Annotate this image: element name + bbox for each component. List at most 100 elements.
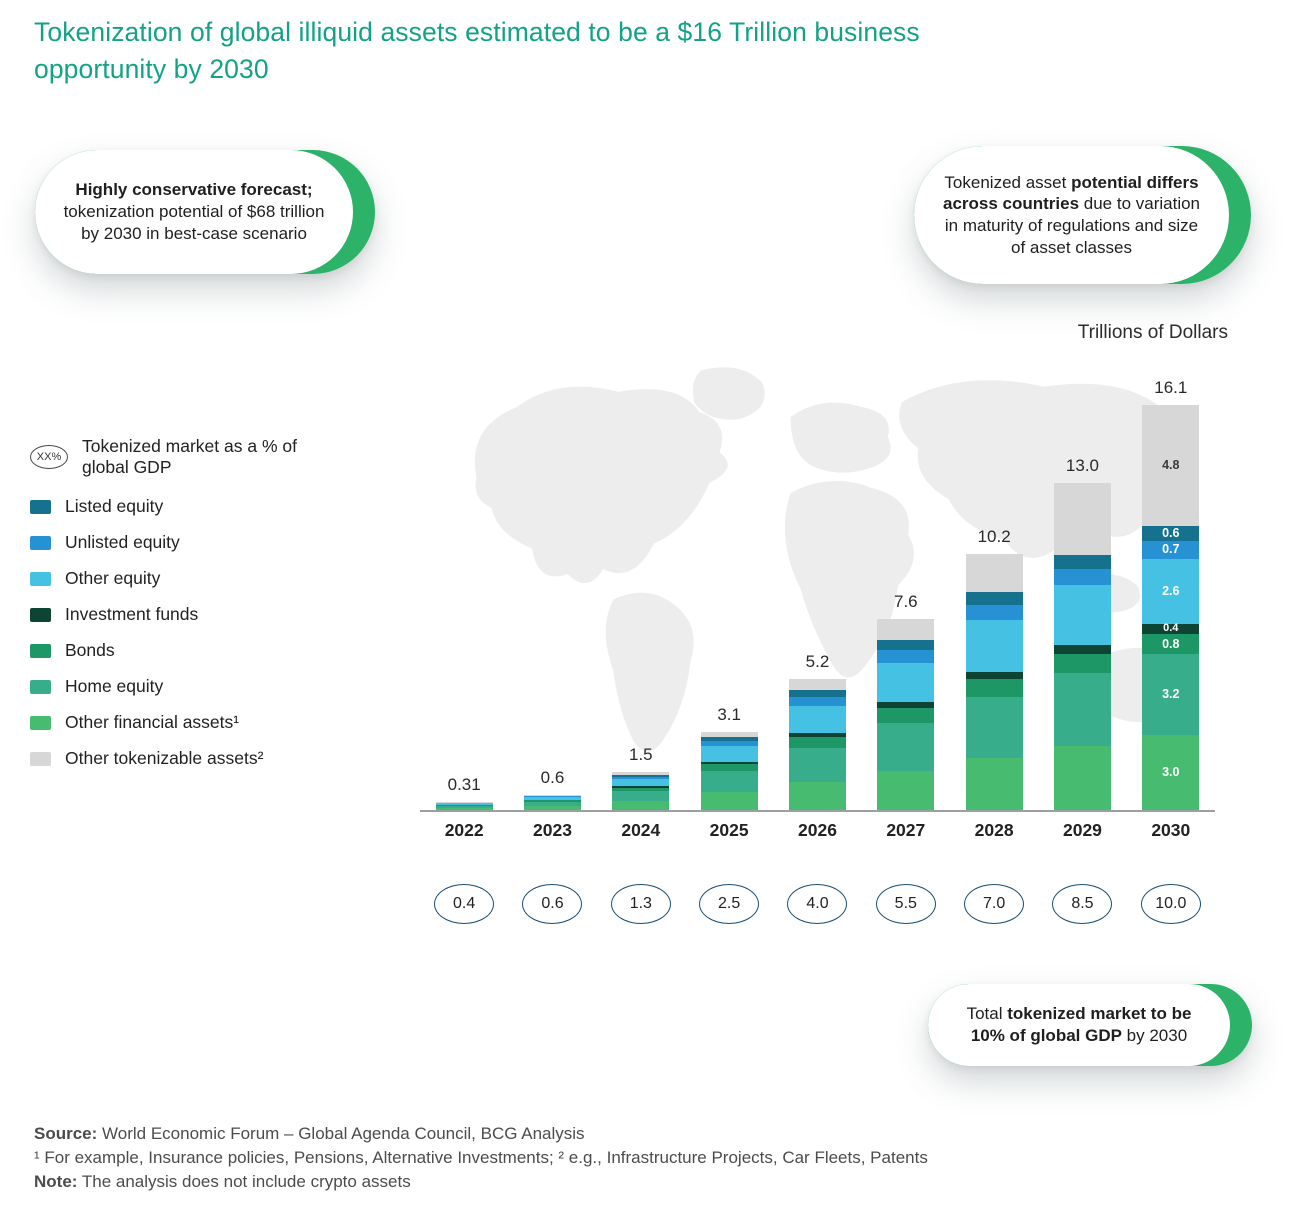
bar-segment-bonds — [523, 800, 581, 802]
legend-item-other-financial-assets: Other financial assets¹ — [30, 712, 310, 733]
bar-2025 — [700, 732, 758, 810]
legend-items: Listed equity Unlisted equity Other equity… — [30, 496, 310, 769]
bar-segment-other-tokenizable-assets — [700, 732, 758, 738]
bar-segment-other-tokenizable-assets — [788, 679, 846, 690]
legend-swatch — [30, 751, 51, 766]
bar-segment-other-equity — [788, 706, 846, 733]
bar-segment-other-equity — [700, 746, 758, 762]
bar-segment-other-equity — [435, 803, 493, 805]
bar-segment-listed-equity — [700, 737, 758, 742]
legend-swatch — [30, 499, 51, 514]
legend-swatch — [30, 607, 51, 622]
bar-segment-investment-funds — [700, 761, 758, 764]
bar-segment-listed-equity — [612, 774, 670, 777]
note-label: Note: — [34, 1172, 78, 1192]
bar-segment-home-equity — [700, 771, 758, 793]
gdp-percent-cell-2030: 10.0 — [1127, 884, 1215, 924]
callout-left-regular-text: tokenization potential of $68 trillion b… — [63, 202, 325, 243]
gdp-percent-oval-2026: 4.0 — [787, 884, 848, 924]
callout-left-bold-text: Highly conservative forecast; — [75, 180, 313, 200]
bar-segment-other-tokenizable-assets — [877, 618, 935, 641]
gdp-percent-oval-2030: 10.0 — [1140, 884, 1201, 924]
segment-value-label: 3.2 — [1162, 687, 1180, 702]
bar-segment-other-financial-assets — [965, 758, 1023, 810]
segment-value-label: 0.6 — [1162, 526, 1180, 541]
bar-2029 — [1053, 483, 1111, 810]
note-line: Note: The analysis does not include cryp… — [34, 1170, 928, 1194]
bar-segment-other-financial-assets — [700, 792, 758, 810]
callout-conservative-forecast: Highly conservative forecast; tokenizati… — [35, 150, 375, 274]
gdp-percent-cell-2024: 1.3 — [597, 884, 685, 924]
year-label-2022: 2022 — [444, 820, 484, 840]
callout-body: Tokenized asset potential differs across… — [914, 146, 1229, 284]
callout-body: Highly conservative forecast; tokenizati… — [35, 150, 353, 274]
bar-segment-other-financial-assets — [788, 782, 846, 810]
gdp-percent-cell-2025: 2.5 — [685, 884, 773, 924]
legend-swatch — [30, 535, 51, 550]
legend-label: Investment funds — [65, 604, 199, 624]
gdp-percent-oval-2023: 0.6 — [522, 884, 583, 924]
bar-column-2024: 1.5 — [597, 745, 685, 810]
segment-value-label: 0.7 — [1162, 542, 1180, 557]
bar-segment-other-financial-assets: 3.0 — [1142, 734, 1200, 810]
bar-segment-other-tokenizable-assets — [612, 772, 670, 775]
gdp-percent-row: 0.4 0.6 1.3 2.5 4.0 5.5 7.0 8.5 10.0 — [420, 884, 1215, 924]
bar-segment-listed-equity — [877, 640, 935, 651]
units-label: Trillions of Dollars — [1077, 322, 1228, 343]
bar-segment-bonds — [612, 787, 670, 791]
bar-segment-home-equity — [788, 748, 846, 783]
bar-column-2023: 0.6 — [508, 768, 596, 810]
legend-label: Other equity — [65, 568, 161, 588]
segment-value-label: 4.8 — [1162, 458, 1180, 473]
year-label-2024: 2024 — [621, 820, 661, 840]
year-label-2026: 2026 — [798, 820, 837, 840]
legend-item-other-equity: Other equity — [30, 568, 310, 589]
legend-label-gdp-percent: Tokenized market as a % of global GDP — [82, 436, 297, 477]
source-line: Source: World Economic Forum – Global Ag… — [34, 1122, 928, 1146]
bar-segment-unlisted-equity — [435, 802, 493, 804]
bar-segment-home-equity — [612, 790, 670, 802]
bar-segment-home-equity — [435, 805, 493, 808]
bar-segment-other-equity — [877, 662, 935, 702]
bar-segment-investment-funds — [612, 786, 670, 788]
legend-label: Unlisted equity — [65, 532, 180, 552]
callout-total-market: Total tokenized market to be 10% of glob… — [928, 984, 1252, 1066]
callout-right-pre-text: Tokenized asset — [944, 172, 1072, 192]
bar-segment-other-tokenizable-assets: 4.8 — [1142, 405, 1200, 526]
bar-segment-bonds — [1053, 654, 1111, 673]
bar-segment-home-equity — [965, 696, 1023, 759]
legend-swatch — [30, 679, 51, 694]
gdp-percent-cell-2027: 5.5 — [862, 884, 950, 924]
legend-item-gdp-percent: XX% Tokenized market as a % of global GD… — [30, 436, 310, 478]
note-text: The analysis does not include crypto ass… — [77, 1172, 411, 1192]
gdp-percent-cell-2023: 0.6 — [508, 884, 596, 924]
bar-segment-unlisted-equity: 0.7 — [1142, 540, 1200, 559]
bar-total-label: 5.2 — [805, 652, 830, 672]
bar-segment-unlisted-equity — [523, 796, 581, 798]
callout-bottom-post-text: by 2030 — [1121, 1026, 1188, 1045]
year-label-2029: 2029 — [1062, 820, 1102, 840]
bar-2026 — [788, 679, 846, 810]
bar-segment-bonds — [435, 804, 493, 806]
bar-2024 — [612, 772, 670, 810]
bar-2023 — [523, 794, 581, 810]
year-label-2025: 2025 — [709, 820, 749, 840]
gdp-percent-oval-2029: 8.5 — [1052, 884, 1113, 924]
bar-segment-listed-equity — [1053, 554, 1111, 569]
legend-label: Bonds — [65, 640, 115, 660]
bar-segment-home-equity — [523, 801, 581, 807]
legend: XX% Tokenized market as a % of global GD… — [30, 436, 310, 784]
gdp-percent-oval-2022: 0.4 — [434, 884, 495, 924]
bar-segment-investment-funds — [523, 799, 581, 801]
bar-segment-unlisted-equity — [788, 697, 846, 707]
legend-label: Other tokenizable assets² — [65, 748, 264, 768]
bar-total-label: 1.5 — [629, 745, 653, 765]
bar-column-2025: 3.1 — [685, 705, 773, 810]
legend-label: Other financial assets¹ — [65, 712, 240, 732]
bar-column-2029: 13.0 — [1038, 456, 1126, 810]
bar-column-2027: 7.6 — [862, 592, 950, 810]
legend-label: Listed equity — [65, 496, 164, 516]
bar-segment-bonds — [877, 708, 935, 724]
segment-value-label: 2.6 — [1162, 583, 1180, 598]
